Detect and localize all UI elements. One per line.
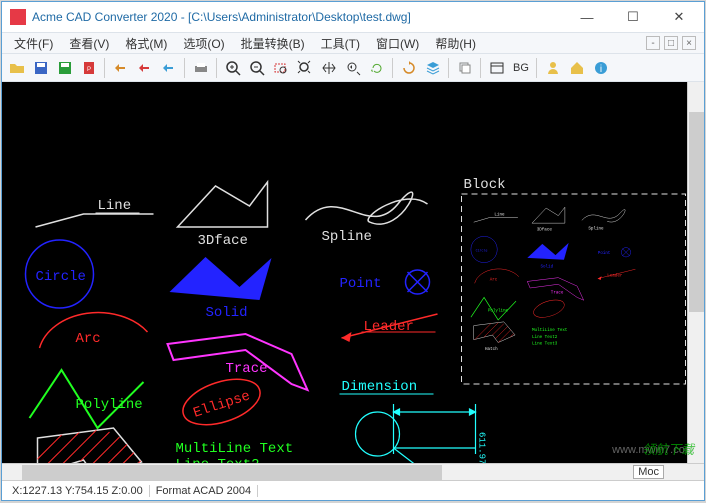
menu-window[interactable]: 窗口(W) bbox=[368, 33, 427, 53]
save-green-icon[interactable] bbox=[54, 57, 76, 79]
user-icon[interactable] bbox=[542, 57, 564, 79]
label-spline: Spline bbox=[322, 229, 372, 245]
convert1-icon[interactable] bbox=[110, 57, 132, 79]
layers-icon[interactable] bbox=[422, 57, 444, 79]
svg-text:Line Text3: Line Text3 bbox=[532, 341, 558, 346]
svg-text:Point: Point bbox=[598, 251, 611, 256]
info-icon[interactable]: i bbox=[590, 57, 612, 79]
svg-text:MultiLine Text: MultiLine Text bbox=[532, 328, 568, 333]
label-circle: Circle bbox=[36, 269, 86, 285]
label-block: Block bbox=[464, 177, 506, 193]
vertical-scrollbar[interactable] bbox=[687, 82, 704, 463]
app-icon bbox=[10, 9, 26, 25]
mdi-minimize-icon[interactable]: - bbox=[646, 36, 660, 50]
open-icon[interactable] bbox=[6, 57, 28, 79]
zoom-window-icon[interactable] bbox=[270, 57, 292, 79]
window-icon[interactable] bbox=[486, 57, 508, 79]
menu-view[interactable]: 查看(V) bbox=[61, 33, 117, 53]
svg-text:3Dface: 3Dface bbox=[537, 228, 553, 233]
convert2-icon[interactable] bbox=[134, 57, 156, 79]
zoom-prev-icon[interactable] bbox=[342, 57, 364, 79]
print-icon[interactable] bbox=[190, 57, 212, 79]
home-icon[interactable] bbox=[566, 57, 588, 79]
svg-text:611.97: 611.97 bbox=[477, 432, 487, 464]
convert3-icon[interactable] bbox=[158, 57, 180, 79]
label-dim: Dimension bbox=[342, 379, 418, 395]
svg-text:Leader: Leader bbox=[607, 274, 623, 279]
menu-bar: 文件(F) 查看(V) 格式(M) 选项(O) 批量转换(B) 工具(T) 窗口… bbox=[2, 32, 704, 54]
app-window: Acme CAD Converter 2020 - [C:\Users\Admi… bbox=[1, 1, 705, 501]
label-ellipse: Ellipse bbox=[191, 388, 252, 421]
menu-format[interactable]: 格式(M) bbox=[117, 33, 175, 53]
drawing-canvas[interactable]: Line 3Dface Spline Circle Solid Point Ar… bbox=[2, 82, 704, 480]
mode-tab[interactable]: Moc bbox=[633, 465, 664, 479]
svg-text:Spline: Spline bbox=[588, 227, 604, 232]
status-coords: X:1227.13 Y:754.15 Z:0.00 bbox=[6, 485, 150, 497]
menu-file[interactable]: 文件(F) bbox=[6, 33, 61, 53]
mdi-restore-icon[interactable]: □ bbox=[664, 36, 678, 50]
label-leader: Leader bbox=[364, 319, 414, 335]
zoom-out-icon[interactable] bbox=[246, 57, 268, 79]
svg-text:Arc: Arc bbox=[490, 277, 498, 282]
minimize-button[interactable]: — bbox=[564, 2, 610, 32]
label-arc: Arc bbox=[76, 331, 101, 347]
svg-text:i: i bbox=[600, 64, 602, 75]
zoom-extents-icon[interactable] bbox=[294, 57, 316, 79]
close-button[interactable]: ✕ bbox=[656, 2, 702, 32]
regen-icon[interactable] bbox=[398, 57, 420, 79]
pan-icon[interactable] bbox=[318, 57, 340, 79]
title-bar: Acme CAD Converter 2020 - [C:\Users\Admi… bbox=[2, 2, 704, 32]
svg-text:Line: Line bbox=[494, 213, 505, 218]
copy-icon[interactable] bbox=[454, 57, 476, 79]
menu-options[interactable]: 选项(O) bbox=[175, 33, 232, 53]
svg-text:Circle: Circle bbox=[476, 248, 488, 252]
toolbar: P BG i bbox=[2, 54, 704, 82]
window-title: Acme CAD Converter 2020 - [C:\Users\Admi… bbox=[32, 10, 564, 24]
svg-text:Hatch: Hatch bbox=[485, 347, 498, 352]
zoom-in-icon[interactable] bbox=[222, 57, 244, 79]
svg-text:P: P bbox=[87, 67, 91, 73]
mdi-close-icon[interactable]: × bbox=[682, 36, 696, 50]
label-line: Line bbox=[98, 198, 132, 214]
svg-text:Solid: Solid bbox=[540, 264, 553, 269]
label-polyline: Polyline bbox=[76, 397, 143, 413]
status-format: Format ACAD 2004 bbox=[150, 485, 258, 497]
pdf-icon[interactable]: P bbox=[78, 57, 100, 79]
label-point: Point bbox=[340, 276, 382, 292]
label-solid: Solid bbox=[206, 305, 248, 321]
menu-help[interactable]: 帮助(H) bbox=[427, 33, 484, 53]
bg-label: BG bbox=[510, 62, 532, 74]
label-mt1: MultiLine Text bbox=[176, 441, 294, 457]
save-icon[interactable] bbox=[30, 57, 52, 79]
maximize-button[interactable]: ☐ bbox=[610, 2, 656, 32]
label-3dface: 3Dface bbox=[198, 233, 248, 249]
label-trace: Trace bbox=[226, 361, 268, 377]
svg-text:Line Text2: Line Text2 bbox=[532, 335, 558, 340]
svg-text:Trace: Trace bbox=[551, 291, 564, 296]
svg-text:Polyline: Polyline bbox=[488, 309, 509, 314]
menu-batch[interactable]: 批量转换(B) bbox=[233, 33, 313, 53]
rotate-icon[interactable] bbox=[366, 57, 388, 79]
status-bar: X:1227.13 Y:754.15 Z:0.00 Format ACAD 20… bbox=[2, 480, 704, 500]
horizontal-scrollbar[interactable]: Moc bbox=[2, 463, 704, 480]
menu-tools[interactable]: 工具(T) bbox=[313, 33, 368, 53]
